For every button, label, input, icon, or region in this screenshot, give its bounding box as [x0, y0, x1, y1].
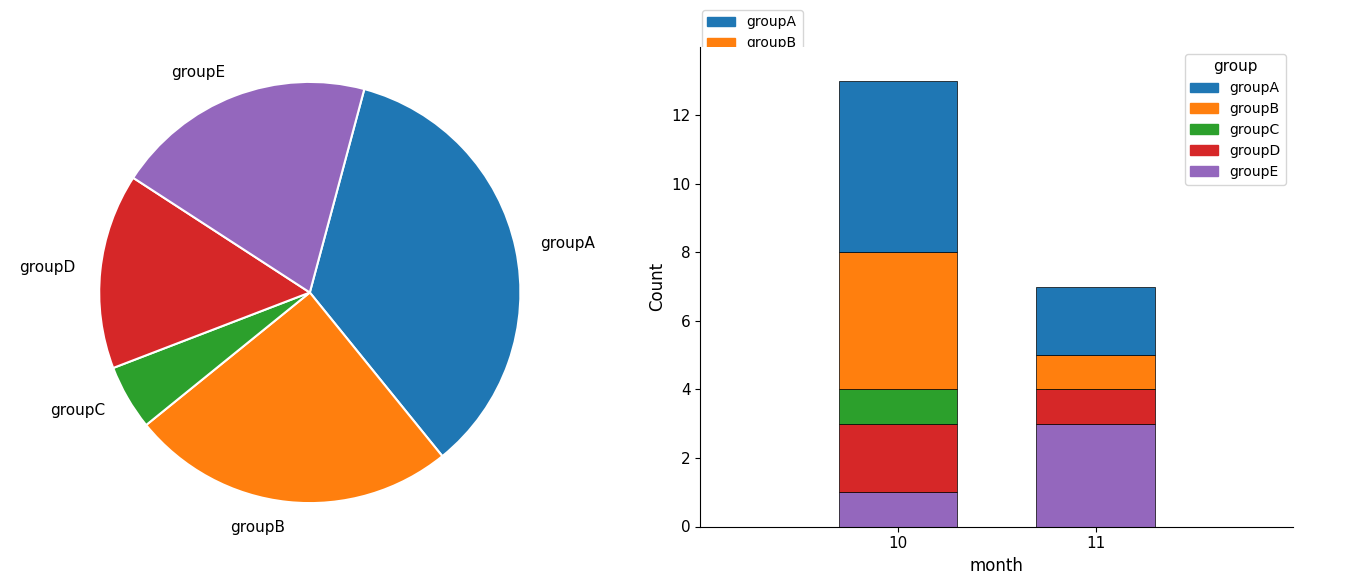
- Text: groupD: groupD: [19, 260, 75, 276]
- Bar: [839, 390, 958, 424]
- Bar: [1036, 424, 1154, 526]
- Wedge shape: [100, 178, 310, 368]
- Wedge shape: [310, 89, 520, 456]
- Bar: [1036, 355, 1154, 390]
- Bar: [839, 252, 958, 390]
- Wedge shape: [145, 292, 442, 503]
- Legend: groupA, groupB, groupC, groupD, groupE: groupA, groupB, groupC, groupD, groupE: [1185, 54, 1286, 185]
- Bar: [839, 492, 958, 526]
- Legend: groupA, groupB, groupC, groupD, groupE: groupA, groupB, groupC, groupD, groupE: [702, 10, 803, 119]
- Bar: [839, 424, 958, 492]
- Bar: [839, 81, 958, 252]
- Bar: [1036, 390, 1154, 424]
- Bar: [1036, 287, 1154, 355]
- Text: groupE: groupE: [171, 65, 225, 80]
- Wedge shape: [133, 82, 364, 292]
- Y-axis label: Count: Count: [648, 262, 665, 311]
- X-axis label: month: month: [970, 557, 1024, 575]
- Wedge shape: [113, 292, 310, 425]
- Text: groupA: groupA: [540, 236, 595, 251]
- Text: groupC: groupC: [50, 403, 105, 418]
- Text: groupB: groupB: [230, 519, 286, 535]
